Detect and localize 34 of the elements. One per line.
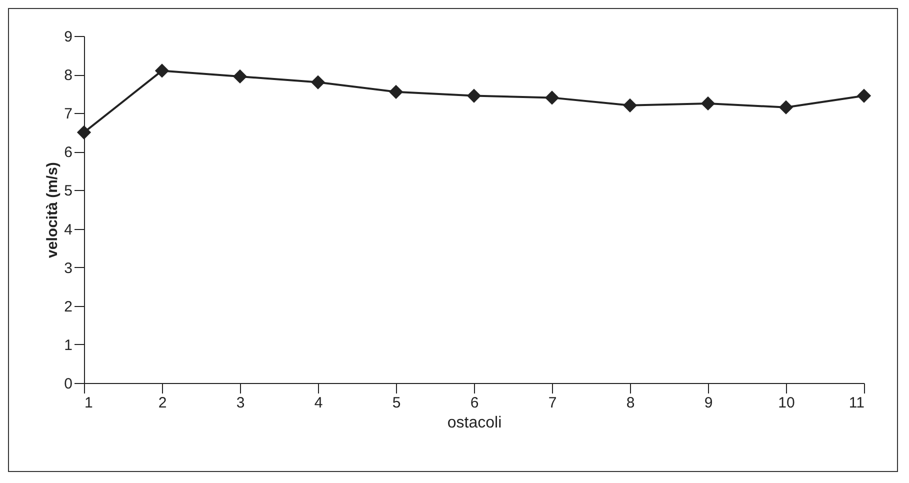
y-tick-label: 4 (64, 221, 72, 238)
y-tick-label: 5 (64, 182, 72, 200)
x-tick-label: 5 (392, 394, 401, 412)
y-tick-label: 0 (64, 376, 72, 392)
y-tick-label: 3 (64, 260, 72, 277)
x-tick-label: 10 (778, 394, 795, 412)
x-tick-label: 6 (470, 394, 479, 412)
y-tick-label: 2 (64, 298, 72, 316)
point (856, 88, 872, 103)
point (622, 98, 638, 112)
x-tick-label: 11 (848, 394, 864, 412)
point (388, 84, 404, 99)
point (232, 69, 248, 84)
x-tick-label: 8 (626, 394, 635, 412)
point (466, 88, 482, 103)
x-axis-title: ostacoli (447, 414, 502, 432)
point (778, 100, 794, 114)
point (310, 75, 326, 90)
point (544, 90, 560, 105)
y-tick-label: 7 (64, 106, 72, 123)
x-tick-label: 3 (236, 394, 245, 412)
y-tick-label: 8 (64, 67, 72, 84)
y-tick-label: 9 (64, 28, 72, 46)
point (76, 125, 92, 140)
x-tick-label: 9 (704, 394, 713, 412)
y-axis-title: velocità (m/s) (44, 162, 62, 258)
x-tick-label: 7 (548, 394, 557, 412)
point (154, 64, 170, 78)
y-tick-label: 1 (64, 336, 72, 354)
y-tick-label: 6 (64, 144, 72, 162)
x-tick-label: 1 (84, 394, 93, 412)
x-tick-label: 2 (158, 394, 167, 412)
x-tick-label: 4 (314, 394, 323, 412)
point (700, 96, 716, 111)
